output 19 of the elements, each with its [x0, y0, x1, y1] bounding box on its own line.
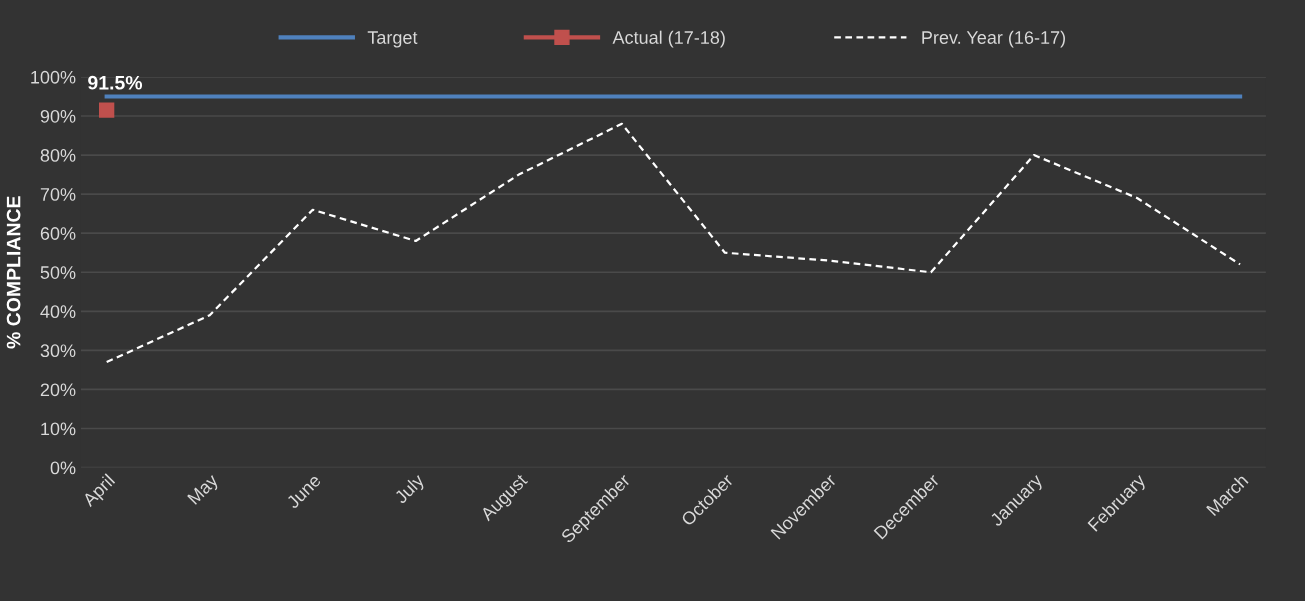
y-tick-label: 10% — [41, 422, 76, 436]
y-tick-label: 0% — [50, 461, 76, 475]
y-tick-label: 70% — [40, 188, 76, 201]
y-tick-label: 60% — [40, 227, 76, 240]
legend-label: Actual (17-18) — [612, 30, 725, 48]
y-tick-label: 40% — [40, 305, 76, 319]
y-axis-title: % COMPLIANCE — [6, 196, 21, 349]
data-label: 91.5% — [88, 75, 143, 90]
y-tick-label: 90% — [40, 109, 76, 123]
y-tick-label: 50% — [40, 266, 76, 279]
legend-label: Prev. Year (16-17) — [922, 30, 1065, 48]
x-tick-label: May — [187, 472, 222, 508]
y-tick-label: 80% — [40, 148, 76, 162]
legend-label: Target — [367, 31, 418, 48]
line-series — [105, 122, 1242, 364]
x-tick-label: July — [393, 472, 428, 507]
y-tick-label: 100% — [31, 70, 76, 84]
y-tick-label: 20% — [40, 383, 76, 397]
y-tick-label: 30% — [40, 344, 76, 358]
